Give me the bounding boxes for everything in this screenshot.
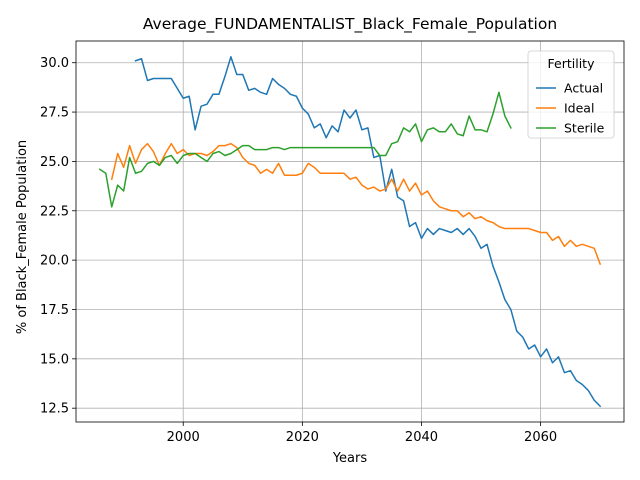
y-tick-label: 12.5 xyxy=(40,402,69,417)
y-axis-label: % of Black_Female Population xyxy=(15,140,30,334)
y-tick-label: 27.5 xyxy=(40,106,69,121)
y-tick-label: 15.0 xyxy=(40,352,69,367)
chart-title: Average_FUNDAMENTALIST_Black_Female_Popu… xyxy=(143,15,557,34)
legend-title: Fertility xyxy=(548,56,596,71)
legend-label-ideal: Ideal xyxy=(564,101,594,116)
legend-label-actual: Actual xyxy=(564,81,603,96)
x-tick-label: 2000 xyxy=(167,430,200,445)
legend: Fertility Actual Ideal Sterile xyxy=(528,51,614,138)
x-tick-label: 2020 xyxy=(286,430,319,445)
y-tick-label: 17.5 xyxy=(40,303,69,318)
y-tick-label: 22.5 xyxy=(40,204,69,219)
y-tick-label: 20.0 xyxy=(40,254,69,269)
x-tick-label: 2060 xyxy=(524,430,557,445)
x-axis-label: Years xyxy=(332,451,368,466)
legend-label-sterile: Sterile xyxy=(564,121,605,136)
y-tick-label: 30.0 xyxy=(40,56,69,71)
y-tick-label: 25.0 xyxy=(40,155,69,170)
x-tick-label: 2040 xyxy=(405,430,438,445)
